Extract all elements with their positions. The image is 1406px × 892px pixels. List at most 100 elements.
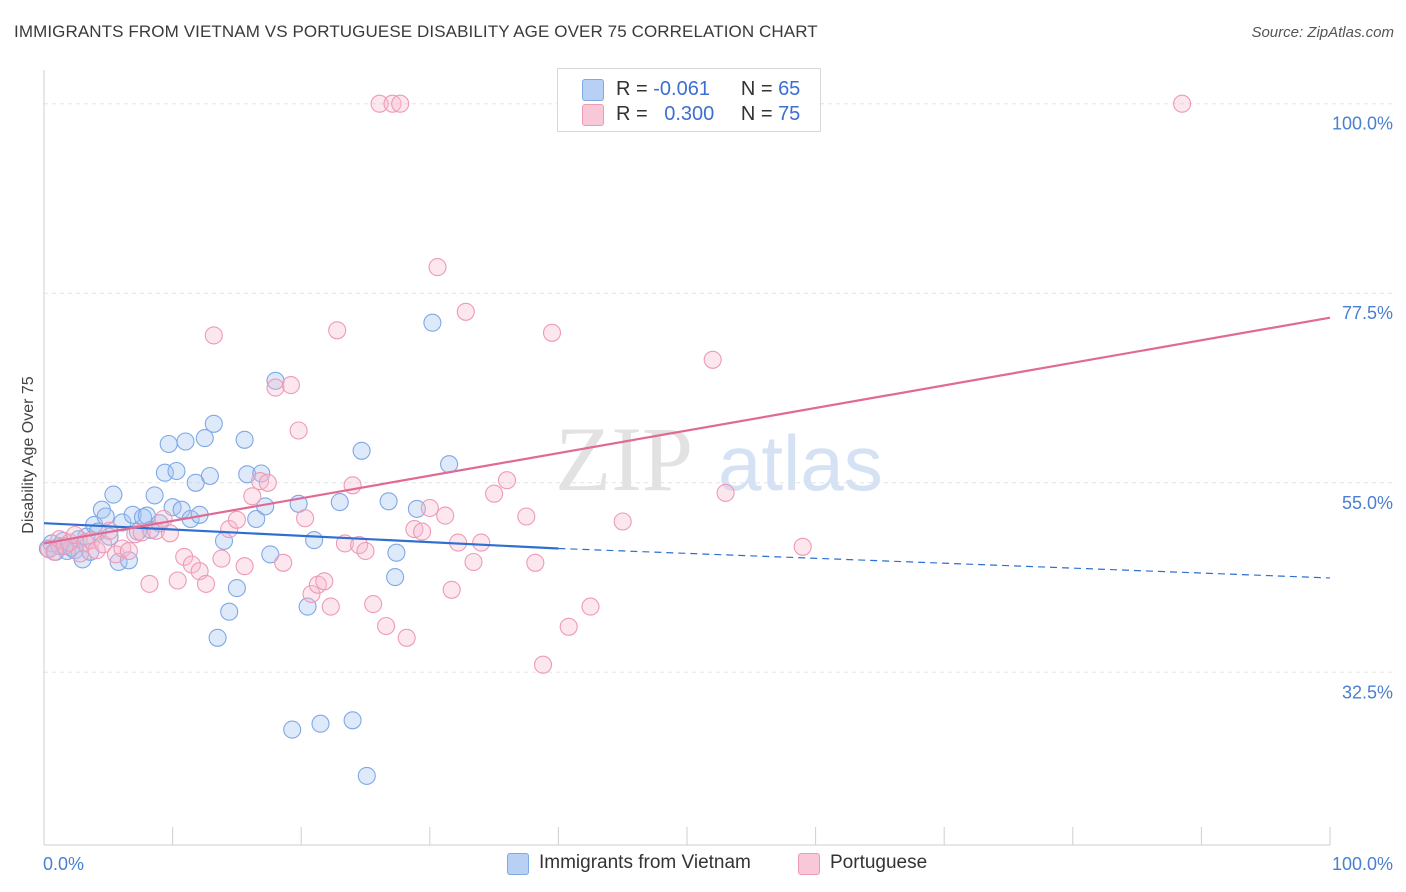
point-vietnam	[357, 766, 376, 785]
point-vietnam	[423, 313, 442, 332]
y-tick-label: 77.5%	[1342, 303, 1393, 323]
point-portuguese	[356, 541, 375, 561]
point-portuguese	[1173, 94, 1192, 113]
point-portuguese	[302, 584, 321, 604]
point-vietnam	[159, 434, 178, 454]
point-portuguese	[274, 553, 293, 572]
point-portuguese	[716, 483, 735, 502]
point-portuguese	[377, 616, 396, 636]
correlation-legend: R = -0.061 N = 65 R = 0.300 N = 75	[557, 68, 821, 132]
trend-line-portuguese	[43, 316, 1331, 545]
legend-n-value-portuguese: 75	[778, 103, 801, 125]
point-portuguese	[703, 350, 722, 369]
legend-swatch-portuguese	[582, 104, 604, 126]
point-portuguese	[227, 510, 246, 529]
point-vietnam	[145, 486, 164, 505]
legend-n-label: N =	[740, 103, 773, 125]
bottom-legend-swatch-portuguese	[798, 853, 820, 875]
point-portuguese	[266, 378, 285, 397]
y-axis-label: Disability Age Over 75	[20, 376, 37, 534]
point-vietnam	[208, 628, 227, 647]
point-vietnam	[227, 579, 246, 598]
point-vietnam	[200, 466, 219, 486]
trend-lines	[43, 316, 1331, 579]
point-portuguese	[472, 533, 491, 552]
trend-line-vietnam-extension	[558, 547, 1331, 579]
legend-r-value-portuguese: 0.300	[664, 103, 715, 125]
point-vietnam	[220, 602, 239, 621]
legend-r-label: R =	[616, 78, 648, 100]
point-portuguese	[321, 597, 340, 616]
point-vietnam	[247, 509, 266, 529]
legend-r-value-vietnam: -0.061	[653, 78, 710, 100]
point-portuguese	[526, 553, 545, 572]
point-portuguese	[559, 617, 578, 636]
point-portuguese	[175, 547, 194, 566]
point-vietnam	[123, 505, 142, 524]
watermark-zip: ZIP	[555, 408, 693, 510]
point-portuguese	[517, 507, 536, 526]
point-portuguese	[315, 572, 334, 591]
point-vietnam	[96, 507, 115, 526]
point-portuguese	[533, 655, 553, 674]
point-portuguese	[196, 574, 216, 593]
grid-lines	[44, 103, 1394, 673]
point-vietnam	[352, 441, 371, 460]
bottom-legend-label-vietnam: Immigrants from Vietnam	[539, 852, 751, 873]
bottom-legend-swatch-vietnam	[507, 853, 529, 875]
point-portuguese	[55, 536, 74, 556]
point-vietnam	[330, 493, 349, 512]
point-portuguese	[281, 376, 300, 395]
point-portuguese	[160, 524, 180, 543]
legend-n-label: N =	[740, 78, 773, 100]
point-portuguese	[442, 580, 461, 599]
point-portuguese	[212, 549, 231, 568]
point-vietnam	[311, 714, 330, 733]
chart-title: IMMIGRANTS FROM VIETNAM VS PORTUGUESE DI…	[14, 22, 818, 41]
point-portuguese	[581, 597, 600, 616]
point-portuguese	[793, 537, 812, 556]
point-portuguese	[289, 421, 308, 440]
point-vietnam	[407, 499, 426, 518]
y-tick-label: 100.0%	[1332, 114, 1393, 134]
point-portuguese	[235, 557, 254, 576]
point-portuguese	[204, 326, 223, 345]
point-vietnam	[379, 492, 398, 511]
point-vietnam	[305, 531, 324, 550]
y-tick-label: 55.0%	[1342, 493, 1393, 513]
source-label: Source: ZipAtlas.com	[1251, 24, 1394, 41]
legend-r-label: R =	[616, 103, 648, 125]
point-portuguese	[497, 471, 517, 490]
point-portuguese	[456, 302, 475, 321]
point-portuguese	[391, 94, 410, 113]
point-portuguese	[364, 595, 383, 614]
point-vietnam	[252, 464, 271, 483]
point-portuguese	[464, 552, 483, 572]
point-portuguese	[613, 512, 632, 531]
point-vietnam	[167, 461, 186, 481]
point-portuguese	[436, 506, 455, 525]
point-portuguese	[420, 498, 439, 518]
legend-n-value-vietnam: 65	[778, 78, 801, 100]
x-tick-label-min: 0.0%	[43, 854, 84, 874]
point-portuguese	[397, 628, 416, 647]
point-portuguese	[485, 484, 504, 503]
point-vietnam	[261, 545, 280, 564]
point-portuguese	[428, 258, 447, 277]
y-tick-label: 32.5%	[1342, 682, 1393, 702]
data-points	[38, 94, 1192, 785]
watermark-atlas: atlas	[718, 419, 883, 507]
point-vietnam	[204, 414, 223, 433]
point-portuguese	[119, 541, 138, 561]
point-portuguese	[296, 509, 315, 528]
point-vietnam	[386, 568, 405, 587]
point-portuguese	[413, 522, 432, 541]
point-portuguese	[168, 571, 187, 590]
point-portuguese	[126, 525, 145, 544]
tick-labels: 100.0% 77.5% 55.0% 32.5% 0.0% 100.0%	[43, 114, 1393, 874]
point-portuguese	[182, 555, 201, 574]
point-vietnam	[387, 543, 406, 562]
legend-swatch-vietnam	[582, 79, 604, 101]
point-vietnam	[343, 711, 362, 730]
